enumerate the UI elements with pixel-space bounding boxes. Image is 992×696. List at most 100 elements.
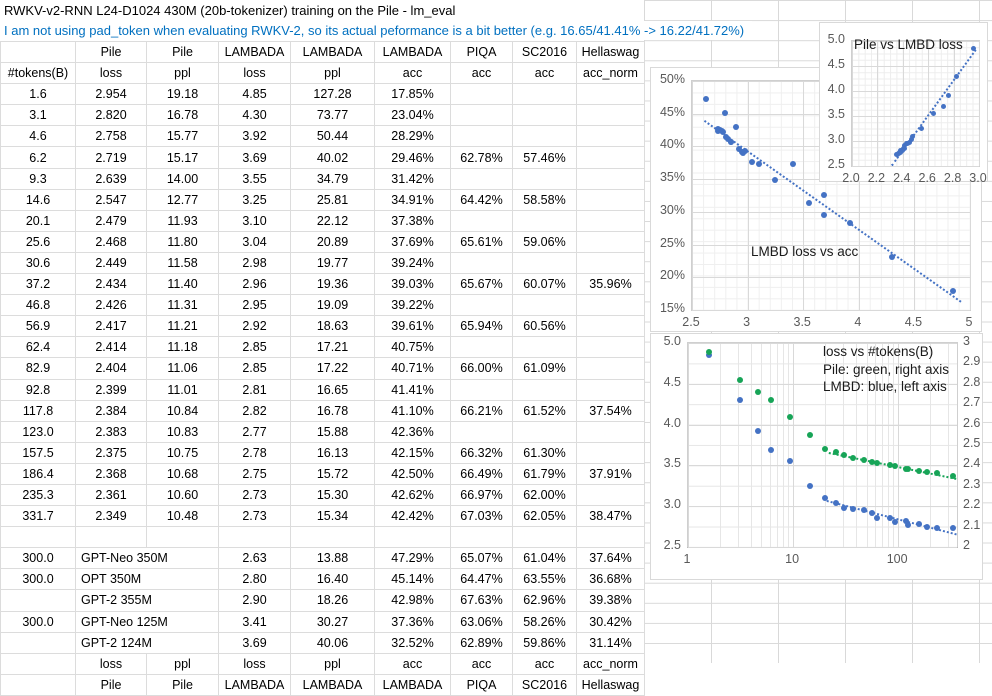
cell[interactable]: GPT-2 355M [75,589,219,612]
cell[interactable]: Hellaswag [576,40,645,64]
cell[interactable]: 66.32% [450,441,513,464]
cell[interactable]: LAMBADA [374,673,451,696]
cell[interactable]: 10.83 [146,420,219,443]
cell[interactable]: 60.07% [512,273,577,296]
cell[interactable]: 15.30 [290,483,375,507]
cell[interactable]: 31.42% [374,167,451,190]
cell[interactable]: 62.00% [512,483,577,507]
cell[interactable]: acc [512,62,577,85]
cell[interactable] [0,526,76,549]
cell[interactable]: 10.84 [146,399,219,422]
cell[interactable]: 4.6 [0,125,76,148]
cell[interactable] [512,294,577,317]
cell[interactable]: 65.94% [450,315,513,338]
cell[interactable]: acc [450,652,513,675]
cell[interactable] [576,209,645,232]
cell[interactable] [576,483,645,507]
cell[interactable] [512,378,577,401]
cell[interactable]: 2.758 [75,125,147,148]
cell[interactable]: 2.426 [75,294,147,317]
cell[interactable] [450,420,513,443]
cell[interactable]: 61.30% [512,441,577,464]
cell[interactable]: ppl [146,62,219,85]
cell[interactable]: 57.46% [512,146,577,169]
cell[interactable]: LAMBADA [290,40,375,64]
cell[interactable]: 66.49% [450,462,513,485]
cell[interactable]: 35.96% [576,273,645,296]
cell[interactable]: 32.52% [374,631,451,654]
cell[interactable]: 2.417 [75,315,147,338]
cell[interactable]: Hellaswag [576,673,645,696]
results-table[interactable]: Pile Pile LAMBADA LAMBADA LAMBADA PIQA SC2016 H… [0,40,645,696]
cell[interactable]: 2.547 [75,188,147,211]
cell[interactable]: 2.80 [218,568,291,591]
cell[interactable]: 2.75 [218,462,291,485]
cell[interactable]: acc [512,652,577,675]
cell[interactable] [576,336,645,359]
cell[interactable]: 67.03% [450,505,513,528]
cell[interactable]: acc_norm [576,652,645,675]
cell[interactable]: 300.0 [0,547,76,570]
cell[interactable]: 2.719 [75,146,147,169]
cell[interactable] [512,420,577,443]
cell[interactable]: 2.73 [218,505,291,528]
cell[interactable]: 11.06 [146,357,219,380]
cell[interactable]: 127.28 [290,83,375,106]
cell[interactable]: 62.89% [450,631,513,654]
cell[interactable]: 2.820 [75,104,147,127]
cell[interactable] [512,336,577,359]
cell[interactable]: 186.4 [0,462,76,485]
cell[interactable]: 3.69 [218,631,291,654]
cell[interactable] [512,125,577,148]
cell[interactable]: 6.2 [0,146,76,169]
cell[interactable]: 47.29% [374,547,451,570]
cell[interactable]: 2.98 [218,251,291,275]
cell[interactable]: 59.06% [512,230,577,253]
cell[interactable]: 40.02 [290,146,375,169]
cell[interactable]: 3.41 [218,610,291,633]
cell[interactable]: acc [374,652,451,675]
cell[interactable] [576,294,645,317]
cell[interactable]: 2.96 [218,273,291,296]
cell[interactable]: OPT 350M [75,568,219,591]
cell[interactable]: 46.8 [0,294,76,317]
cell[interactable]: 300.0 [0,610,76,633]
cell[interactable]: LAMBADA [290,673,375,696]
cell[interactable] [450,251,513,275]
cell[interactable]: 17.21 [290,336,375,359]
cell[interactable]: 11.01 [146,378,219,401]
cell[interactable]: Pile [75,40,147,64]
cell[interactable]: ppl [146,652,219,675]
cell[interactable]: 50.44 [290,125,375,148]
cell[interactable]: 40.06 [290,631,375,654]
cell[interactable]: 61.04% [512,547,577,570]
cell[interactable] [512,209,577,232]
cell[interactable] [576,441,645,464]
cell[interactable]: 2.449 [75,251,147,275]
cell[interactable]: 73.77 [290,104,375,127]
cell[interactable]: GPT-Neo 125M [75,610,219,633]
cell[interactable] [450,526,513,549]
cell[interactable]: 15.77 [146,125,219,148]
cell[interactable]: 3.1 [0,104,76,127]
cell[interactable]: 42.62% [374,483,451,507]
cell[interactable]: 28.29% [374,125,451,148]
cell[interactable]: 58.26% [512,610,577,633]
cell[interactable]: 63.55% [512,568,577,591]
cell[interactable]: 19.77 [290,251,375,275]
cell[interactable]: 2.361 [75,483,147,507]
cell[interactable] [576,420,645,443]
cell[interactable] [218,526,291,549]
cell[interactable]: 2.954 [75,83,147,106]
cell[interactable]: 40.71% [374,357,451,380]
cell[interactable] [512,526,577,549]
cell[interactable]: 66.97% [450,483,513,507]
cell[interactable] [0,589,76,612]
cell[interactable] [576,315,645,338]
cell[interactable]: 25.6 [0,230,76,253]
cell[interactable]: #tokens(B) [0,62,76,85]
cell[interactable]: 2.95 [218,294,291,317]
cell[interactable] [0,40,76,64]
cell[interactable]: 65.07% [450,547,513,570]
cell[interactable]: 11.40 [146,273,219,296]
